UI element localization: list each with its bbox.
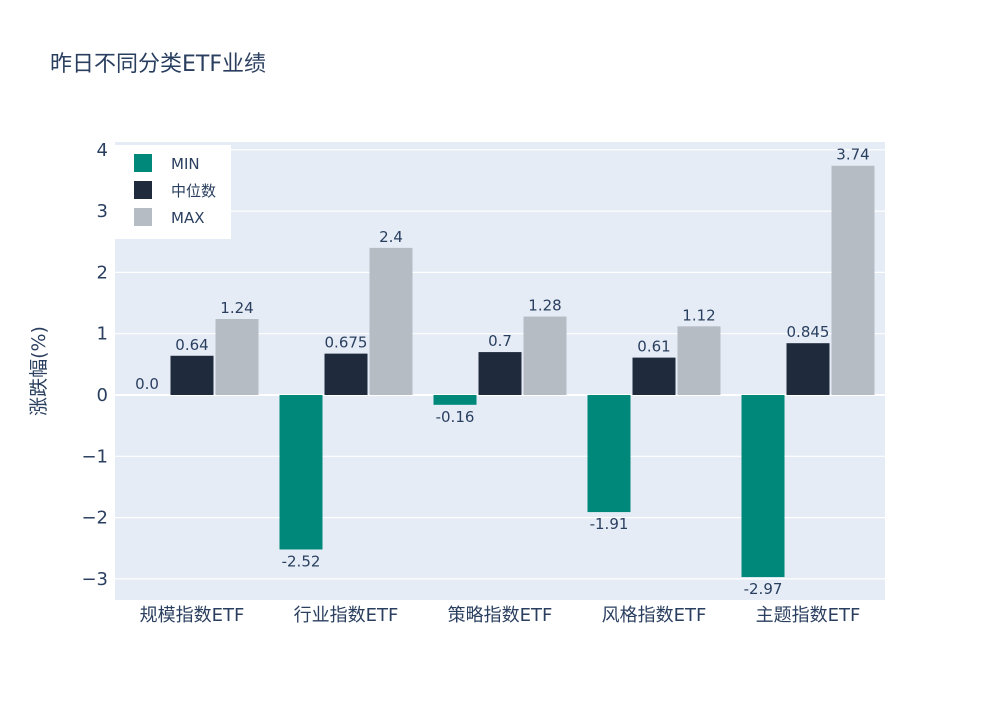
data-label: 0.64 [175, 336, 208, 354]
chart-title: 昨日不同分类ETF业绩 [50, 52, 266, 77]
data-label: 0.845 [787, 323, 830, 341]
legend: MIN 中位数 MAX [115, 145, 231, 239]
x-tick-label: 主题指数ETF [756, 605, 861, 626]
y-axis-ticks: 4 3 2 1 0 −1 −2 −3 [81, 140, 108, 590]
x-tick-label: 行业指数ETF [294, 605, 399, 626]
data-label: -2.97 [744, 580, 783, 598]
bar-MAX [369, 247, 413, 395]
x-tick-label: 策略指数ETF [448, 605, 553, 626]
y-axis-label: 涨跌幅(%) [28, 326, 50, 416]
data-label: 0.7 [488, 332, 512, 350]
y-tick-label: −3 [81, 569, 108, 590]
data-label: 2.4 [379, 228, 403, 246]
legend-swatch [134, 208, 152, 226]
y-tick-label: 0 [97, 385, 108, 406]
bar-中位数 [478, 352, 522, 395]
data-label: -1.91 [590, 515, 629, 533]
legend-swatch [134, 154, 152, 172]
y-tick-label: 2 [97, 262, 108, 283]
legend-items: MIN 中位数 MAX [134, 154, 216, 227]
data-label: 0.675 [325, 334, 368, 352]
bar-中位数 [170, 355, 214, 395]
data-label: 0.0 [135, 375, 159, 393]
x-tick-label: 规模指数ETF [140, 605, 245, 626]
bar-MAX [215, 318, 259, 395]
bar-中位数 [632, 357, 676, 395]
y-tick-label: 4 [97, 140, 108, 161]
y-tick-label: −1 [81, 446, 108, 467]
data-labels: 0.0 0.64 1.24 -2.52 0.675 2.4 -0.16 0.7 1.28 -1.9… [135, 146, 870, 598]
legend-label: 中位数 [171, 182, 216, 200]
bar-中位数 [324, 353, 368, 395]
bar-MIN [587, 395, 631, 513]
data-label: 1.28 [528, 297, 561, 315]
bar-MAX [677, 326, 721, 395]
bar-MIN [433, 395, 477, 405]
data-label: -2.52 [282, 552, 321, 570]
y-tick-label: 1 [97, 324, 108, 345]
bar-中位数 [786, 343, 830, 395]
legend-swatch [134, 181, 152, 199]
bars [170, 165, 875, 578]
data-label: 0.61 [637, 338, 670, 356]
x-axis-ticks: 规模指数ETF 行业指数ETF 策略指数ETF 风格指数ETF 主题指数ETF [140, 605, 861, 626]
bar-MAX [831, 165, 875, 395]
data-label: 1.24 [220, 299, 253, 317]
x-tick-label: 风格指数ETF [602, 605, 707, 626]
bar-MIN [741, 395, 785, 578]
y-tick-label: 3 [97, 201, 108, 222]
data-label: 3.74 [836, 146, 869, 164]
legend-label: MAX [171, 209, 204, 227]
data-label: 1.12 [682, 306, 715, 324]
legend-label: MIN [171, 155, 200, 173]
data-label: -0.16 [436, 408, 475, 426]
y-tick-label: −2 [81, 508, 108, 529]
bar-MAX [523, 316, 567, 395]
bar-MIN [279, 395, 323, 550]
